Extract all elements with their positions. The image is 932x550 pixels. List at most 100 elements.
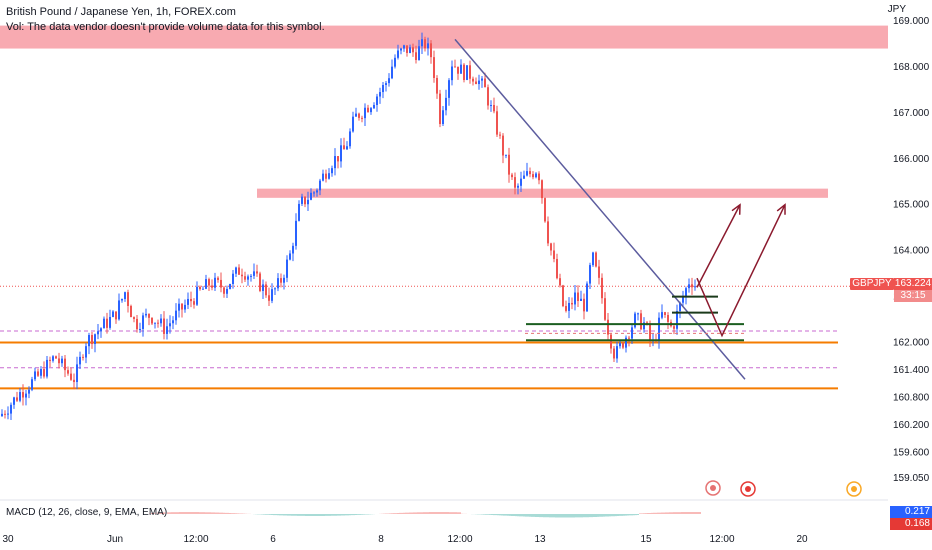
price-tick-label: 159.600: [893, 448, 930, 459]
candle-body: [454, 66, 456, 68]
candle-body: [67, 370, 69, 374]
candle-body: [412, 47, 414, 53]
candle-body: [235, 267, 237, 274]
candle-body: [292, 245, 294, 254]
candle-body: [625, 337, 627, 348]
candle-body: [253, 271, 255, 276]
candle-body: [664, 312, 666, 315]
candle-body: [259, 273, 261, 291]
candle-body: [409, 47, 411, 53]
candle-body: [31, 379, 33, 390]
candle-body: [616, 346, 618, 359]
currency-label: JPY: [887, 4, 906, 15]
macd-label[interactable]: MACD (12, 26, close, 9, EMA, EMA): [6, 507, 168, 518]
candle-body: [373, 105, 375, 109]
candle-body: [637, 313, 639, 315]
time-tick-label: 20: [796, 534, 808, 545]
candle-body: [484, 78, 486, 88]
candle-body: [574, 292, 576, 305]
candle-body: [538, 173, 540, 181]
candle-body: [586, 283, 588, 312]
candle-body: [148, 313, 150, 318]
candle-body: [367, 107, 369, 113]
time-tick-label: Jun: [107, 534, 123, 545]
candle-body: [181, 303, 183, 310]
candle-body: [217, 277, 219, 280]
candle-body: [85, 346, 87, 358]
candle-body: [34, 371, 36, 380]
candle-body: [382, 84, 384, 93]
price-tick-label: 162.000: [893, 338, 930, 349]
candle-body: [535, 173, 537, 178]
candle-body: [643, 322, 645, 330]
candle-body: [421, 39, 423, 47]
candle-body: [544, 198, 546, 222]
candle-body: [205, 279, 207, 289]
signal-value-badge: 0.168: [890, 518, 932, 530]
candle-body: [658, 317, 660, 341]
volume-note: Vol: The data vendor doesn't provide vol…: [6, 21, 325, 33]
candle-body: [649, 323, 651, 341]
candle-body: [517, 185, 519, 188]
candle-body: [508, 154, 510, 175]
candle-body: [628, 337, 630, 339]
candle-body: [187, 298, 189, 305]
economic-event-icon: [740, 481, 756, 497]
candle-body: [433, 57, 435, 78]
candle-body: [232, 273, 234, 284]
projection-arrow-1-head: [731, 203, 741, 215]
candle-body: [268, 295, 270, 301]
candle-body: [487, 87, 489, 106]
candle-body: [70, 373, 72, 380]
candle-body: [529, 171, 531, 175]
candle-body: [1, 413, 3, 416]
candle-body: [526, 171, 528, 176]
candle-body: [514, 177, 516, 188]
candle-body: [577, 292, 579, 301]
candle-body: [124, 292, 126, 299]
candle-body: [127, 292, 129, 306]
candle-body: [94, 334, 96, 345]
candle-body: [346, 146, 348, 150]
candle-body: [328, 173, 330, 179]
candle-body: [118, 300, 120, 320]
time-tick-label: 12:00: [183, 534, 208, 545]
candle-body: [184, 304, 186, 310]
candle-body: [340, 145, 342, 162]
earnings-event-icon: [705, 480, 721, 496]
icon-dot: [745, 486, 751, 492]
price-tick-label: 166.000: [893, 154, 930, 165]
candle-body: [172, 320, 174, 324]
price-tick-label: 161.400: [893, 365, 930, 376]
candle-body: [610, 334, 612, 349]
candle-body: [466, 65, 468, 80]
candle-body: [49, 359, 51, 361]
candle-body: [121, 298, 123, 301]
candle-body: [343, 145, 345, 150]
candle-body: [106, 318, 108, 328]
candle-body: [226, 288, 228, 294]
candle-body: [43, 369, 45, 377]
candle-body: [400, 48, 402, 51]
macd-value-badge: 0.217: [890, 506, 932, 518]
candle-body: [493, 105, 495, 112]
candle-body: [679, 302, 681, 312]
candle-body: [82, 356, 84, 358]
candle-body: [316, 190, 318, 193]
candle-body: [607, 319, 609, 335]
candle-body: [37, 371, 39, 376]
candle-body: [631, 327, 633, 339]
candle-body: [196, 286, 198, 305]
candle-body: [271, 289, 273, 301]
candle-body: [88, 335, 90, 347]
candle-body: [190, 298, 192, 302]
candle-body: [175, 310, 177, 321]
candle-body: [199, 286, 201, 290]
candle-body: [16, 397, 18, 401]
candle-body: [496, 111, 498, 135]
price-axis: 169.000 168.000 167.000 166.000 165.000 164.0…: [893, 16, 930, 484]
candle-body: [661, 312, 663, 318]
symbol-title[interactable]: British Pound / Japanese Yen, 1h, FOREX.…: [6, 6, 236, 18]
